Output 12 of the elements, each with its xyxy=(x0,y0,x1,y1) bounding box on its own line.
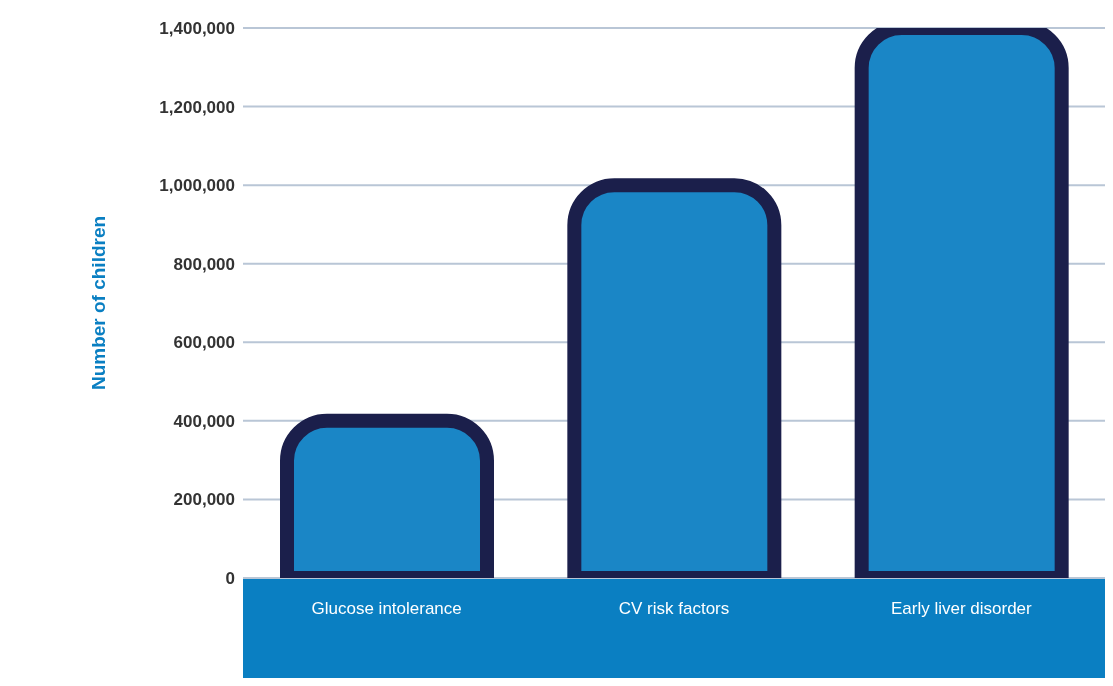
y-tick-label: 1,400,000 xyxy=(159,19,235,38)
y-tick-label: 800,000 xyxy=(173,254,235,274)
x-tick-label: Early liver disorder xyxy=(890,599,1033,618)
x-tick-label: CV risk factors xyxy=(618,599,730,618)
y-tick-label: 1,000,000 xyxy=(159,176,235,196)
y-tick-label: 1,200,000 xyxy=(159,97,235,117)
y-axis-title: Number of children xyxy=(87,215,109,391)
y-tick-label: 600,000 xyxy=(173,333,235,353)
x-tick-label: Glucose intolerance xyxy=(311,599,462,618)
y-tick-label: 400,000 xyxy=(173,411,235,431)
y-tick-label: 0 xyxy=(225,569,235,588)
y-tick-label: 200,000 xyxy=(173,490,235,510)
